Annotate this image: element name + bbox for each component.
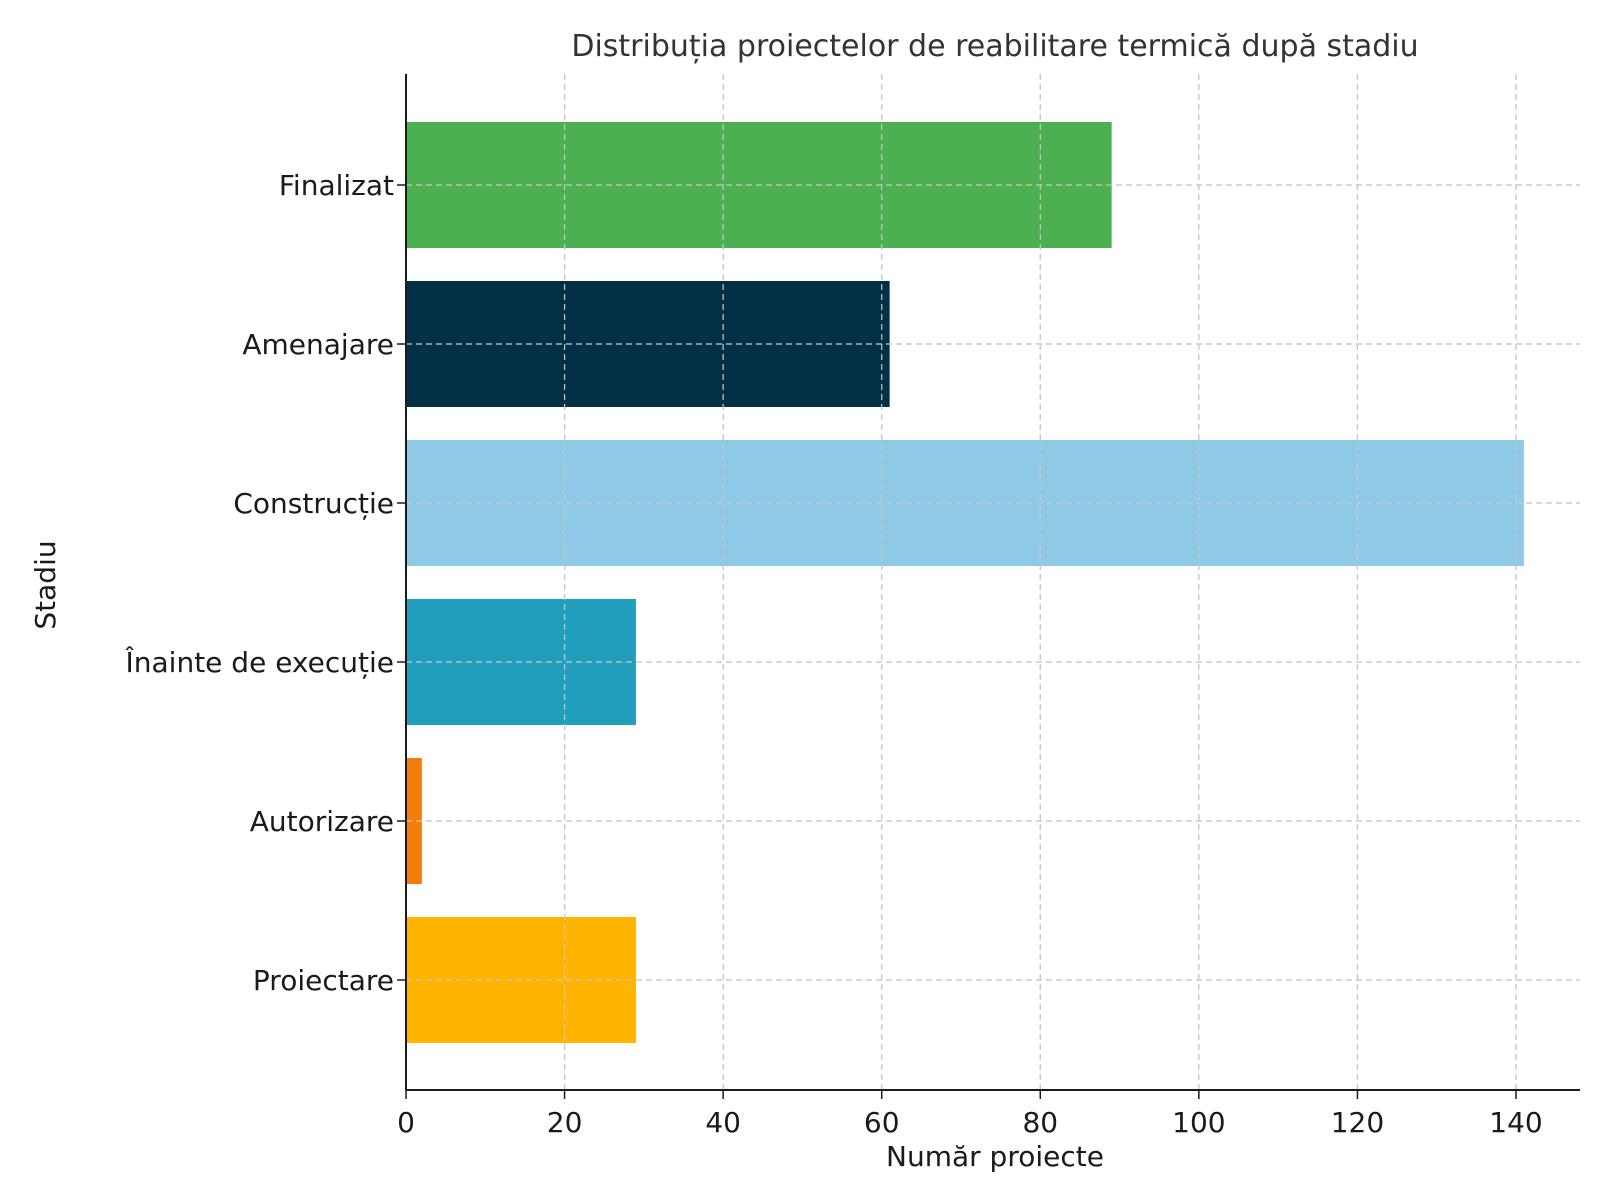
y-ticks: Proiectare Autorizare Înainte de execuție C…: [125, 169, 406, 997]
x-tick-label: 0: [397, 1106, 415, 1139]
x-tick-label: 100: [1172, 1106, 1225, 1139]
x-tick-label: 20: [547, 1106, 583, 1139]
y-tick-label: Proiectare: [253, 964, 394, 997]
axes-layer: [405, 74, 1580, 1091]
y-tick-label: Înainte de execuție: [125, 645, 395, 679]
x-tick-label: 40: [705, 1106, 741, 1139]
bars-layer: [406, 122, 1524, 1043]
chart-title: Distribuția proiectelor de reabilitare t…: [571, 29, 1418, 64]
y-tick-label: Finalizat: [279, 169, 394, 202]
x-tick-label: 120: [1331, 1106, 1384, 1139]
grid-overlay: [406, 74, 1580, 1090]
y-axis-label: Stadiu: [29, 540, 62, 629]
y-tick-label: Construcție: [233, 487, 394, 520]
x-tick-label: 80: [1022, 1106, 1058, 1139]
bar-autorizare: [406, 758, 422, 884]
x-ticks: 0 20 40 60 80 100 120 140: [397, 1090, 1543, 1139]
x-tick-label: 140: [1489, 1106, 1542, 1139]
x-axis-label: Număr proiecte: [886, 1140, 1104, 1173]
y-tick-label: Autorizare: [250, 805, 394, 838]
x-tick-label: 60: [864, 1106, 900, 1139]
y-tick-label: Amenajare: [242, 328, 394, 361]
